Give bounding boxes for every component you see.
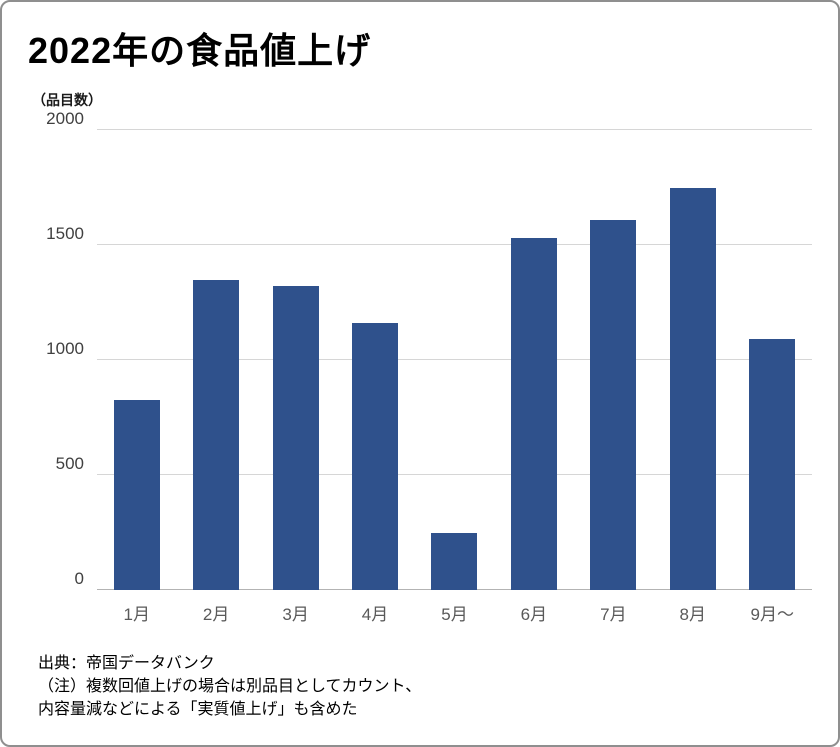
y-axis-unit-label: （品目数） <box>32 92 102 108</box>
gridline-500 <box>97 474 812 475</box>
x-tick-label-4月: 4月 <box>361 605 389 624</box>
plot-area <box>97 129 812 590</box>
note-text-line2: 内容量減などによる「実質値上げ」も含めた <box>38 701 358 719</box>
x-tick-label-8月: 8月 <box>679 605 707 624</box>
bar-column <box>494 130 573 590</box>
x-tick-label-5月: 5月 <box>441 605 468 624</box>
x-tick-label-1月: 1月 <box>123 605 150 624</box>
bar-6月 <box>510 238 557 590</box>
gridline-1000 <box>97 359 812 360</box>
bar-column <box>97 130 176 590</box>
bar-2月 <box>193 279 240 590</box>
bar-column <box>335 130 414 590</box>
bars-row <box>97 130 812 590</box>
x-axis-labels: 1月 2月 3月 4月 5月 6月 7月 8月 9月〜 <box>97 600 812 625</box>
bar-column <box>256 130 335 590</box>
y-tick-label-1500: 1500 <box>46 224 84 243</box>
bar-4月 <box>352 323 399 590</box>
y-tick-label-0: 0 <box>74 569 84 588</box>
x-tick-label-7月: 7月 <box>600 605 627 624</box>
source-text: 出典：帝国データバンク <box>38 655 215 672</box>
footer-notes: 出典：帝国データバンク （注）複数回値上げの場合は別品目としてカウント、 内容量… <box>38 652 421 722</box>
gridline-1500 <box>97 244 812 245</box>
bar-column <box>574 130 653 590</box>
bar-column <box>415 130 494 590</box>
x-tick-label-2月: 2月 <box>202 605 230 624</box>
y-tick-label-1000: 1000 <box>46 339 84 358</box>
y-tick-label-2000: 2000 <box>46 109 84 128</box>
y-axis-tick-labels: 0 500 1000 1500 2000 <box>2 109 84 590</box>
note-text-line1: （注）複数回値上げの場合は別品目としてカウント、 <box>38 678 422 696</box>
chart-title: 2022年の食品値上げ <box>28 30 372 71</box>
bar-7月 <box>590 219 637 590</box>
bar-5月 <box>431 532 478 590</box>
y-tick-label-500: 500 <box>55 454 84 473</box>
x-tick-label-3月: 3月 <box>282 605 309 624</box>
bar-column <box>176 130 255 590</box>
bar-9月〜 <box>749 339 796 590</box>
bar-column <box>653 130 732 590</box>
gridline-2000 <box>97 129 812 130</box>
bar-3月 <box>272 286 319 590</box>
bar-column <box>733 130 812 590</box>
x-tick-label-9月〜: 9月〜 <box>750 605 794 624</box>
x-tick-label-6月: 6月 <box>520 605 548 624</box>
bar-1月 <box>113 400 160 590</box>
bar-8月 <box>669 187 716 590</box>
